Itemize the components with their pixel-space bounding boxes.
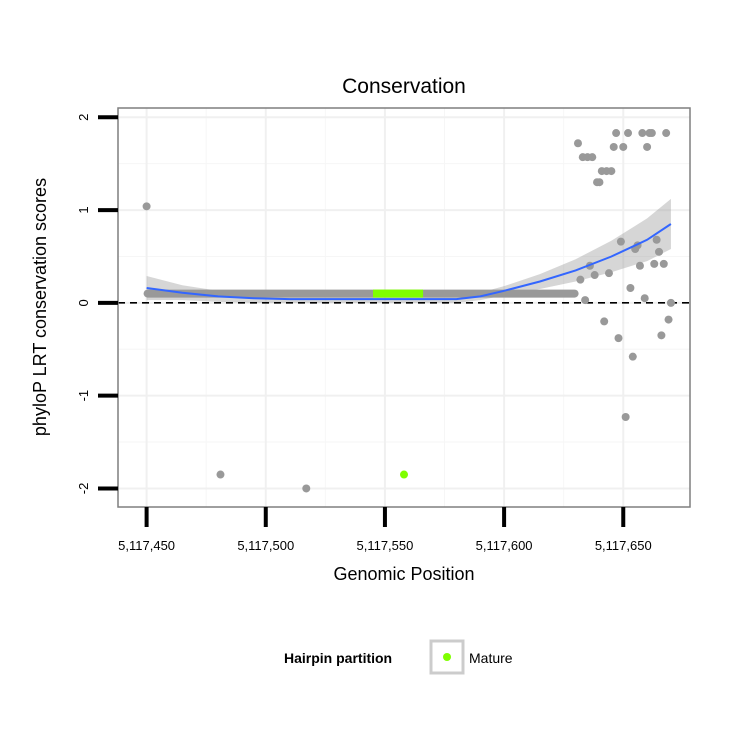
data-point <box>666 298 675 307</box>
data-point <box>662 129 671 138</box>
x-axis-label: Genomic Position <box>333 564 474 584</box>
y-tick-label: 0 <box>76 299 91 306</box>
axis-layer: 5,117,450 5,117,500 5,117,550 5,117,600 5,11… <box>76 114 652 553</box>
data-point <box>616 237 625 246</box>
data-point <box>624 129 633 138</box>
band-layer <box>143 289 579 298</box>
data-point <box>614 334 623 343</box>
data-point <box>302 484 311 493</box>
y-axis-label: phyloP LRT conservation scores <box>30 178 50 436</box>
data-point <box>612 129 621 138</box>
legend: Hairpin partition Mature <box>284 639 513 675</box>
data-point <box>216 470 225 479</box>
data-point <box>657 331 666 340</box>
data-point <box>142 202 151 211</box>
data-point <box>647 129 656 138</box>
data-point <box>609 142 618 151</box>
data-point <box>619 142 628 151</box>
data-point <box>659 259 668 268</box>
x-tick-label: 5,117,550 <box>356 538 413 553</box>
data-point <box>576 275 585 284</box>
data-point <box>664 315 673 324</box>
grid-layer <box>118 108 690 507</box>
x-tick-label: 5,117,500 <box>237 538 294 553</box>
data-point <box>650 259 659 268</box>
data-point <box>595 178 604 187</box>
data-point <box>652 235 661 244</box>
legend-key-mature <box>443 653 451 661</box>
point-band-other <box>143 289 579 298</box>
data-point <box>628 352 637 361</box>
x-tick-label: 5,117,650 <box>595 538 652 553</box>
data-point <box>643 142 652 151</box>
data-point <box>573 139 582 148</box>
x-tick-label: 5,117,600 <box>476 538 533 553</box>
data-point <box>655 247 664 256</box>
plot-panel-border <box>117 107 691 508</box>
data-point <box>621 412 630 421</box>
data-point <box>640 294 649 303</box>
point-layer <box>142 129 675 493</box>
legend-title: Hairpin partition <box>284 650 392 666</box>
data-point <box>600 317 609 326</box>
y-tick-label: 1 <box>76 206 91 213</box>
x-tick-label: 5,117,450 <box>118 538 175 553</box>
data-point <box>638 129 647 138</box>
y-tick-label: -1 <box>76 390 91 402</box>
smooth-trend-line <box>146 223 672 301</box>
ribbon-layer <box>146 198 671 303</box>
smooth-layer <box>146 223 672 301</box>
y-tick-label: -2 <box>76 483 91 495</box>
data-point <box>626 284 635 293</box>
data-point <box>607 167 616 176</box>
legend-entry-mature: Mature <box>469 650 513 666</box>
data-point <box>581 296 590 305</box>
point-band-mature <box>373 289 424 298</box>
data-point-mature <box>400 470 408 479</box>
data-point <box>635 261 644 270</box>
data-point <box>604 269 613 278</box>
confidence-ribbon <box>146 198 671 303</box>
data-point <box>588 153 597 162</box>
data-point <box>590 271 599 280</box>
y-tick-label: 2 <box>76 114 91 121</box>
chart-title: Conservation <box>342 75 466 98</box>
